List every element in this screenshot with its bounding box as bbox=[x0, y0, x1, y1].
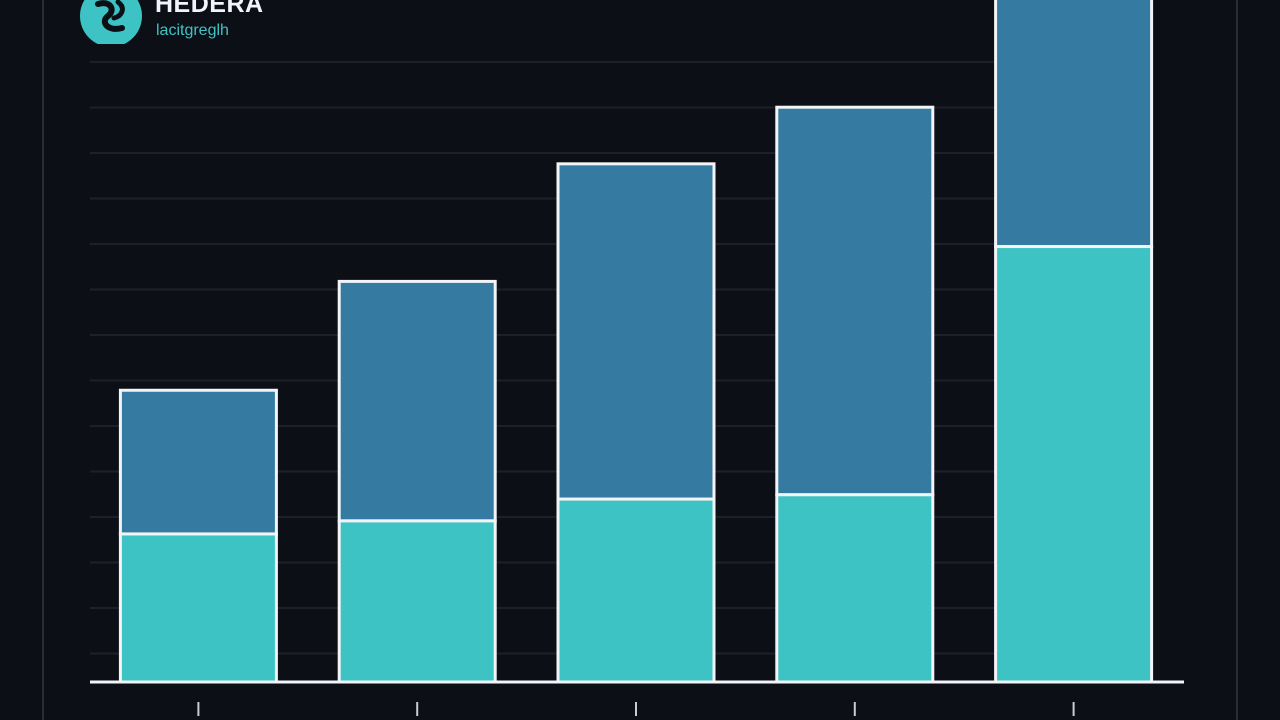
brand-tagline: lacitgreglh bbox=[156, 22, 229, 39]
bar-upper-segment bbox=[775, 105, 935, 497]
bar-lower-segment bbox=[994, 245, 1154, 684]
bar-lower-segment bbox=[337, 519, 497, 684]
frame-right-border bbox=[1236, 0, 1238, 720]
bar-upper-segment bbox=[118, 388, 278, 536]
bar-upper-segment bbox=[994, 0, 1154, 249]
bar-lower-segment bbox=[775, 493, 935, 684]
brand-name: HEDERA bbox=[155, 0, 264, 18]
bar-upper-segment bbox=[337, 279, 497, 523]
bar-lower-segment bbox=[556, 497, 716, 684]
frame-left-border bbox=[42, 0, 44, 720]
hedera-logo-icon bbox=[80, 0, 142, 44]
bar-upper-segment bbox=[556, 162, 716, 501]
bar-lower-segment bbox=[118, 532, 278, 684]
